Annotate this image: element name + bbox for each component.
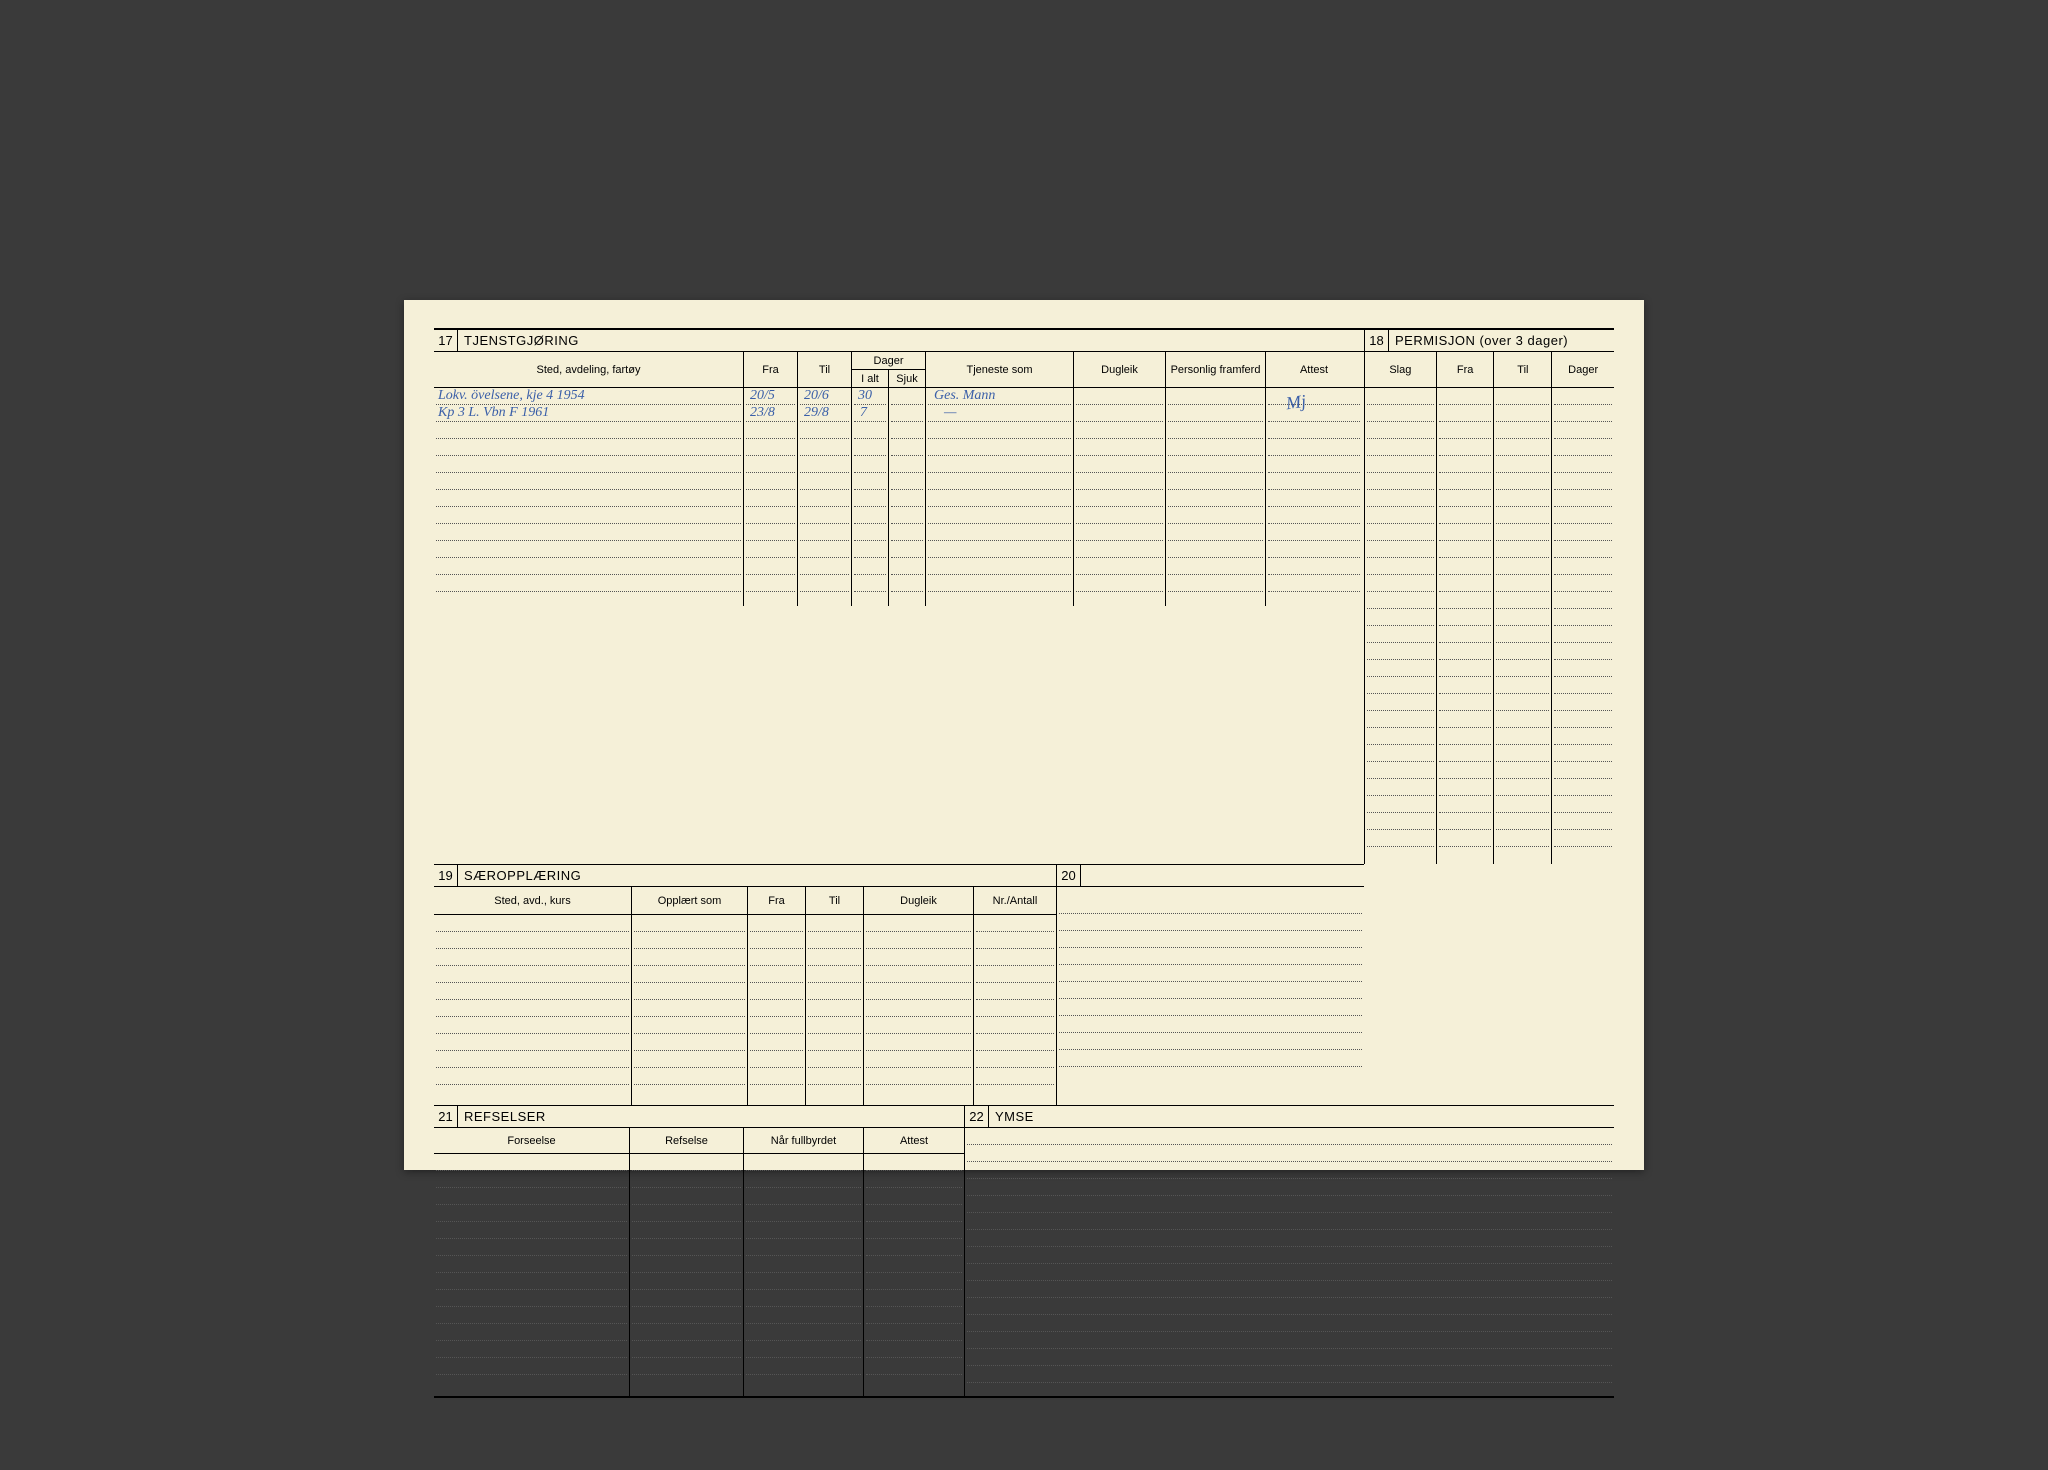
hand-signature: Mj [1285,391,1308,415]
section-18-num: 18 [1365,330,1389,352]
col-dager: Dager I alt Sjuk [852,352,926,387]
section-20-body [1057,887,1364,1105]
section-22-header: 22 YMSE [965,1106,1614,1128]
hand-entry: 20/6 [804,388,829,404]
col-fra: Fra [744,352,798,387]
section-17-num: 17 [434,330,458,352]
hand-entry: Ges. Mann [934,388,995,404]
col-dugleik-19: Dugleik [864,887,974,914]
section-19: 19 SÆROPPLÆRING Sted, avd., kurs Opplært… [434,864,1056,1105]
row-1: 17 TJENSTGJØRING Sted, avdeling, fartøy … [434,328,1614,864]
hand-entry: 23/8 [750,405,775,421]
hand-entry: 29/8 [804,405,829,421]
col-attest: Attest [1266,352,1362,387]
row-3: 21 REFSELSER Forseelse Refselse Når full… [434,1105,1614,1398]
col-fra-18: Fra [1437,352,1495,387]
section-17-header: 17 TJENSTGJØRING [434,330,1364,352]
col-forseelse: Forseelse [434,1128,630,1153]
section-20: 20 [1056,864,1364,1105]
section-22-body [965,1128,1614,1398]
section-19-num: 19 [434,865,458,887]
section-20-num: 20 [1057,865,1081,887]
record-card: 17 TJENSTGJØRING Sted, avdeling, fartøy … [404,300,1644,1170]
section-21-body [434,1154,964,1398]
col-nr: Nr./Antall [974,887,1056,914]
col-fra-19: Fra [748,887,806,914]
col-sjuk: Sjuk [889,370,925,388]
section-22-title: YMSE [989,1109,1034,1124]
section-18-title: PERMISJON (over 3 dager) [1389,333,1568,348]
col-personlig: Personlig framferd [1166,352,1266,387]
col-sted: Sted, avdeling, fartøy [434,352,744,387]
col-sted-19: Sted, avd., kurs [434,887,632,914]
section-21: 21 REFSELSER Forseelse Refselse Når full… [434,1105,964,1398]
col-ialt: I alt [852,370,889,388]
col-til-18: Til [1494,352,1552,387]
col-nar: Når fullbyrdet [744,1128,864,1153]
section-22: 22 YMSE [964,1105,1614,1398]
col-dugleik: Dugleik [1074,352,1166,387]
col-slag: Slag [1365,352,1437,387]
col-til: Til [798,352,852,387]
col-dager-18: Dager [1552,352,1614,387]
col-til-19: Til [806,887,864,914]
hand-entry: 20/5 [750,388,775,404]
section-19-header: 19 SÆROPPLÆRING [434,865,1056,887]
row-2: 19 SÆROPPLÆRING Sted, avd., kurs Opplært… [434,864,1364,1105]
col-opplart: Opplært som [632,887,748,914]
col-refselse: Refselse [630,1128,744,1153]
section-18-header: 18 PERMISJON (over 3 dager) [1365,330,1614,352]
hand-entry: — [944,405,956,421]
section-17-title: TJENSTGJØRING [458,333,579,348]
section-18-columns: Slag Fra Til Dager [1365,352,1614,388]
hand-entry: 30 [858,388,872,404]
section-19-body [434,915,1056,1105]
section-18-body [1365,388,1614,864]
section-21-columns: Forseelse Refselse Når fullbyrdet Attest [434,1128,964,1154]
col-attest-21: Attest [864,1128,964,1153]
section-21-title: REFSELSER [458,1109,546,1124]
section-19-title: SÆROPPLÆRING [458,868,581,883]
section-17-body: Lokv. övelsene, kje 4 1954 Kp 3 L. Vbn F… [434,388,1364,606]
hand-entry: Kp 3 L. Vbn F 1961 [438,405,549,421]
section-18: 18 PERMISJON (over 3 dager) Slag Fra Til… [1364,328,1614,864]
section-21-header: 21 REFSELSER [434,1106,964,1128]
hand-entry: 7 [860,405,867,421]
section-17-columns: Sted, avdeling, fartøy Fra Til Dager I a… [434,352,1364,388]
section-22-num: 22 [965,1106,989,1128]
hand-entry: Lokv. övelsene, kje 4 1954 [438,388,585,404]
section-19-columns: Sted, avd., kurs Opplært som Fra Til Dug… [434,887,1056,915]
col-tjeneste: Tjeneste som [926,352,1074,387]
col-dager-label: Dager [852,352,925,370]
section-20-header: 20 [1057,865,1364,887]
section-21-num: 21 [434,1106,458,1128]
section-17: 17 TJENSTGJØRING Sted, avdeling, fartøy … [434,328,1364,864]
